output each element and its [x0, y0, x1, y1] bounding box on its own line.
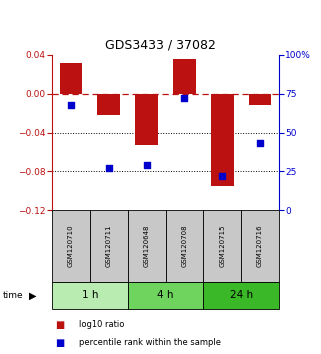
Bar	[97, 94, 120, 115]
Bar	[211, 94, 234, 186]
Text: GSM120711: GSM120711	[106, 225, 112, 267]
Bar	[135, 94, 158, 145]
Bar	[173, 59, 196, 94]
Text: GSM120648: GSM120648	[143, 225, 150, 267]
Text: GDS3433 / 37082: GDS3433 / 37082	[105, 39, 216, 51]
Text: time: time	[3, 291, 24, 300]
Text: percentile rank within the sample: percentile rank within the sample	[79, 338, 221, 347]
Point	[257, 141, 263, 146]
Bar	[60, 63, 82, 94]
Text: GSM120710: GSM120710	[68, 225, 74, 267]
Point	[220, 173, 225, 179]
Text: GSM120708: GSM120708	[181, 225, 187, 267]
Text: ▶: ▶	[29, 291, 37, 301]
Text: 4 h: 4 h	[157, 291, 174, 301]
Point	[106, 165, 111, 171]
Point	[68, 102, 74, 107]
Point	[182, 96, 187, 101]
Text: ■: ■	[55, 320, 65, 330]
Point	[144, 162, 149, 168]
Text: log10 ratio: log10 ratio	[79, 320, 125, 329]
Text: 24 h: 24 h	[230, 291, 253, 301]
Text: GSM120716: GSM120716	[257, 225, 263, 267]
Text: ■: ■	[55, 338, 65, 348]
Text: GSM120715: GSM120715	[219, 225, 225, 267]
Text: 1 h: 1 h	[82, 291, 98, 301]
Bar	[249, 94, 272, 105]
